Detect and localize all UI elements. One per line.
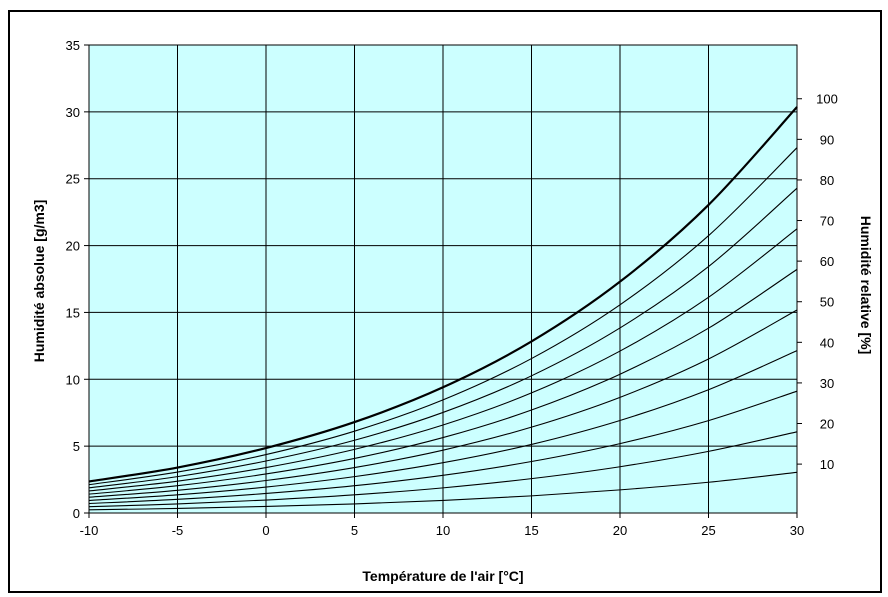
x-tick-label: -10: [80, 523, 99, 538]
y-tick-label: 10: [66, 372, 80, 387]
rh-curve-40: [88, 350, 798, 501]
rh-tick-label: 60: [820, 254, 834, 269]
rh-tick-label: 90: [820, 132, 834, 147]
rh-curve-90: [88, 147, 798, 486]
x-axis-title: Température de l'air [°C]: [362, 568, 523, 584]
y-tick-label: 30: [66, 105, 80, 120]
x-tick-label: 0: [262, 523, 269, 538]
rh-tick-label: 10: [820, 457, 834, 472]
rh-curve-60: [88, 268, 798, 495]
rh-curve-70: [88, 228, 798, 492]
rh-tick-label: 20: [820, 417, 834, 432]
rh-tick-label: 40: [820, 335, 834, 350]
y-tick-label: 15: [66, 305, 80, 320]
y-axis-ticks: 0 5 10 15 20 25 30 35: [66, 38, 89, 521]
x-axis-ticks: -10 -5 0 5 10 15 20 25 30: [80, 513, 804, 538]
x-tick-label: 20: [613, 523, 627, 538]
rh-curve-20: [88, 431, 798, 508]
y-tick-label: 25: [66, 172, 80, 187]
relative-humidity-curves: [88, 106, 798, 511]
x-tick-label: 5: [351, 523, 358, 538]
rh-curve-80: [88, 187, 798, 489]
x-tick-label: 15: [524, 523, 538, 538]
rh-curve-10: [88, 471, 798, 511]
rh-tick-label: 70: [820, 214, 834, 229]
x-tick-label: -5: [172, 523, 184, 538]
rh-curve-30: [88, 390, 798, 505]
rh-axis-labels: 10 20 30 40 50 60 70 80 90 100: [797, 92, 838, 472]
y-tick-label: 35: [66, 38, 80, 53]
rh-tick-label: 100: [816, 92, 838, 107]
x-tick-label: 30: [790, 523, 804, 538]
y2-axis-title: Humidité relative [%]: [858, 216, 874, 354]
rh-curve-50: [88, 309, 798, 498]
x-tick-label: 10: [436, 523, 450, 538]
y-tick-label: 20: [66, 239, 80, 254]
rh-tick-label: 30: [820, 376, 834, 391]
y-tick-label: 5: [73, 439, 80, 454]
rh-tick-label: 50: [820, 295, 834, 310]
y-axis-title: Humidité absolue [g/m3]: [31, 200, 47, 363]
rh-curve-100: [88, 106, 798, 483]
rh-tick-label: 80: [820, 173, 834, 188]
y-tick-label: 0: [73, 506, 80, 521]
x-tick-label: 25: [701, 523, 715, 538]
